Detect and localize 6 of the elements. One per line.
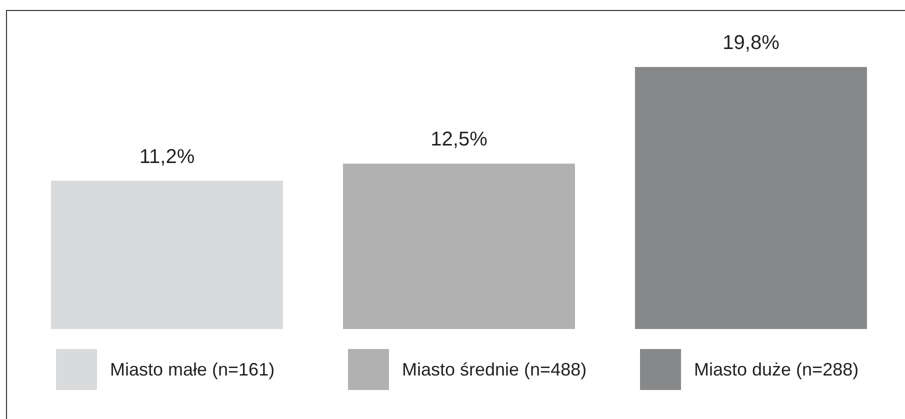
- data-label: 12,5%: [430, 128, 488, 151]
- data-label: 11,2%: [139, 146, 195, 168]
- legend-label: Miasto duże (n=288): [694, 360, 859, 380]
- legend-label: Miasto średnie (n=488): [402, 360, 587, 380]
- data-label: 19,8%: [722, 32, 780, 54]
- legend-label: Miasto małe (n=161): [110, 360, 275, 380]
